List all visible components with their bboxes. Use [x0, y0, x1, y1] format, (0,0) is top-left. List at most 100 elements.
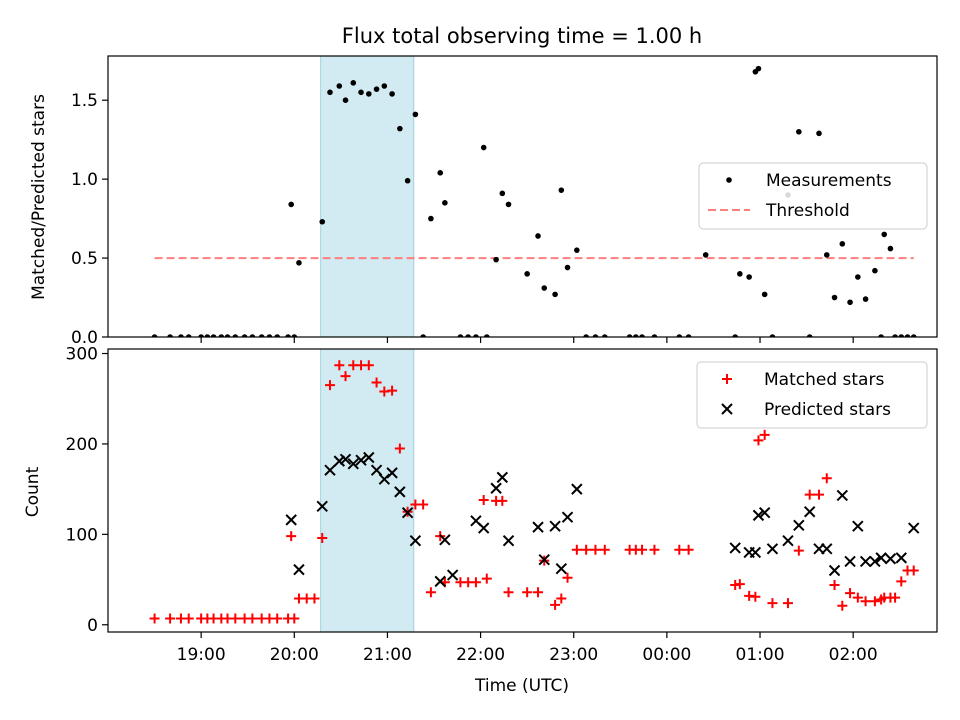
data-point — [793, 545, 804, 556]
y-tick-label: 0.5 — [71, 249, 98, 269]
data-point — [386, 467, 398, 479]
data-point — [814, 489, 825, 500]
data-point — [347, 458, 359, 470]
data-point — [869, 555, 881, 568]
data-point — [890, 592, 901, 603]
x-tick-label: 21:00 — [363, 645, 412, 665]
data-point — [439, 534, 451, 546]
data-point — [185, 334, 192, 337]
data-point — [875, 552, 887, 564]
data-point — [755, 65, 762, 72]
data-point — [896, 576, 907, 587]
legend: Matched stars Predicted stars — [696, 361, 928, 429]
data-point — [327, 89, 333, 96]
data-point — [637, 544, 648, 555]
data-point — [437, 170, 444, 176]
data-point — [564, 264, 571, 271]
data-point — [837, 600, 848, 611]
data-point — [752, 509, 765, 522]
data-point — [165, 613, 176, 624]
data-point — [493, 256, 499, 263]
legend: Measurements Threshold — [698, 162, 928, 230]
data-point — [549, 520, 561, 532]
data-point — [224, 334, 231, 337]
data-point — [425, 587, 436, 598]
data-point — [599, 544, 610, 555]
data-point — [473, 334, 479, 337]
data-point — [167, 334, 173, 337]
data-point — [409, 534, 422, 547]
data-point — [633, 334, 639, 337]
data-point — [552, 291, 558, 298]
data-point — [828, 564, 841, 577]
data-point — [816, 130, 822, 137]
data-point — [649, 544, 660, 555]
legend-box — [696, 361, 928, 429]
data-point — [836, 489, 849, 502]
data-point — [761, 291, 768, 298]
data-point — [336, 83, 343, 89]
data-point — [342, 97, 349, 104]
axes-frame — [107, 348, 938, 633]
data-point — [683, 544, 694, 555]
data-point — [793, 519, 805, 532]
data-point — [908, 565, 919, 576]
data-point — [884, 553, 897, 565]
data-point — [639, 334, 645, 337]
data-point — [387, 385, 398, 396]
data-point — [562, 572, 573, 583]
x-tick-label: 02:00 — [829, 645, 878, 665]
y-tick-label: 0 — [87, 616, 98, 636]
data-point — [258, 334, 265, 337]
data-point — [674, 544, 685, 555]
data-point — [319, 218, 326, 225]
x-axis-label: Time (UTC) — [474, 676, 569, 696]
data-point — [316, 500, 328, 513]
data-point — [339, 453, 352, 466]
data-point — [412, 111, 419, 118]
data-point — [860, 596, 871, 607]
data-point — [350, 80, 357, 86]
data-point — [626, 334, 633, 337]
data-point — [373, 86, 380, 92]
data-point — [878, 334, 884, 337]
data-point — [288, 201, 294, 208]
data-point — [685, 334, 692, 337]
data-point — [266, 334, 273, 337]
data-point — [324, 380, 335, 391]
data-point — [806, 334, 813, 337]
data-point — [358, 89, 364, 96]
data-point — [702, 252, 709, 258]
data-point — [497, 495, 508, 506]
data-point — [852, 520, 864, 532]
data-point — [601, 334, 608, 337]
data-point — [418, 499, 429, 510]
data-point — [285, 334, 291, 337]
data-point — [804, 489, 815, 500]
top-y-axis-label: Matched/Predicted stars — [29, 94, 49, 300]
data-point — [470, 577, 481, 588]
data-point — [852, 592, 863, 603]
data-point — [581, 544, 592, 555]
y-tick-label: 100 — [66, 525, 98, 545]
legend-label: Measurements — [766, 171, 892, 191]
data-point — [535, 233, 541, 239]
data-point — [370, 464, 383, 476]
y-tick-label: 1.0 — [71, 170, 98, 190]
data-point — [210, 334, 217, 337]
data-point — [496, 471, 509, 484]
y-tick-label: 1.5 — [71, 91, 98, 111]
data-point — [324, 464, 336, 476]
data-point — [895, 552, 908, 564]
data-point — [855, 274, 861, 280]
data-point — [782, 534, 794, 547]
data-point — [178, 334, 184, 337]
data-point — [151, 334, 158, 337]
data-point — [769, 334, 776, 337]
data-point — [503, 587, 514, 598]
data-point — [249, 334, 256, 337]
data-point — [490, 482, 502, 494]
data-point — [285, 514, 297, 526]
legend-marker — [721, 403, 733, 415]
x-tick-label: 01:00 — [736, 645, 785, 665]
